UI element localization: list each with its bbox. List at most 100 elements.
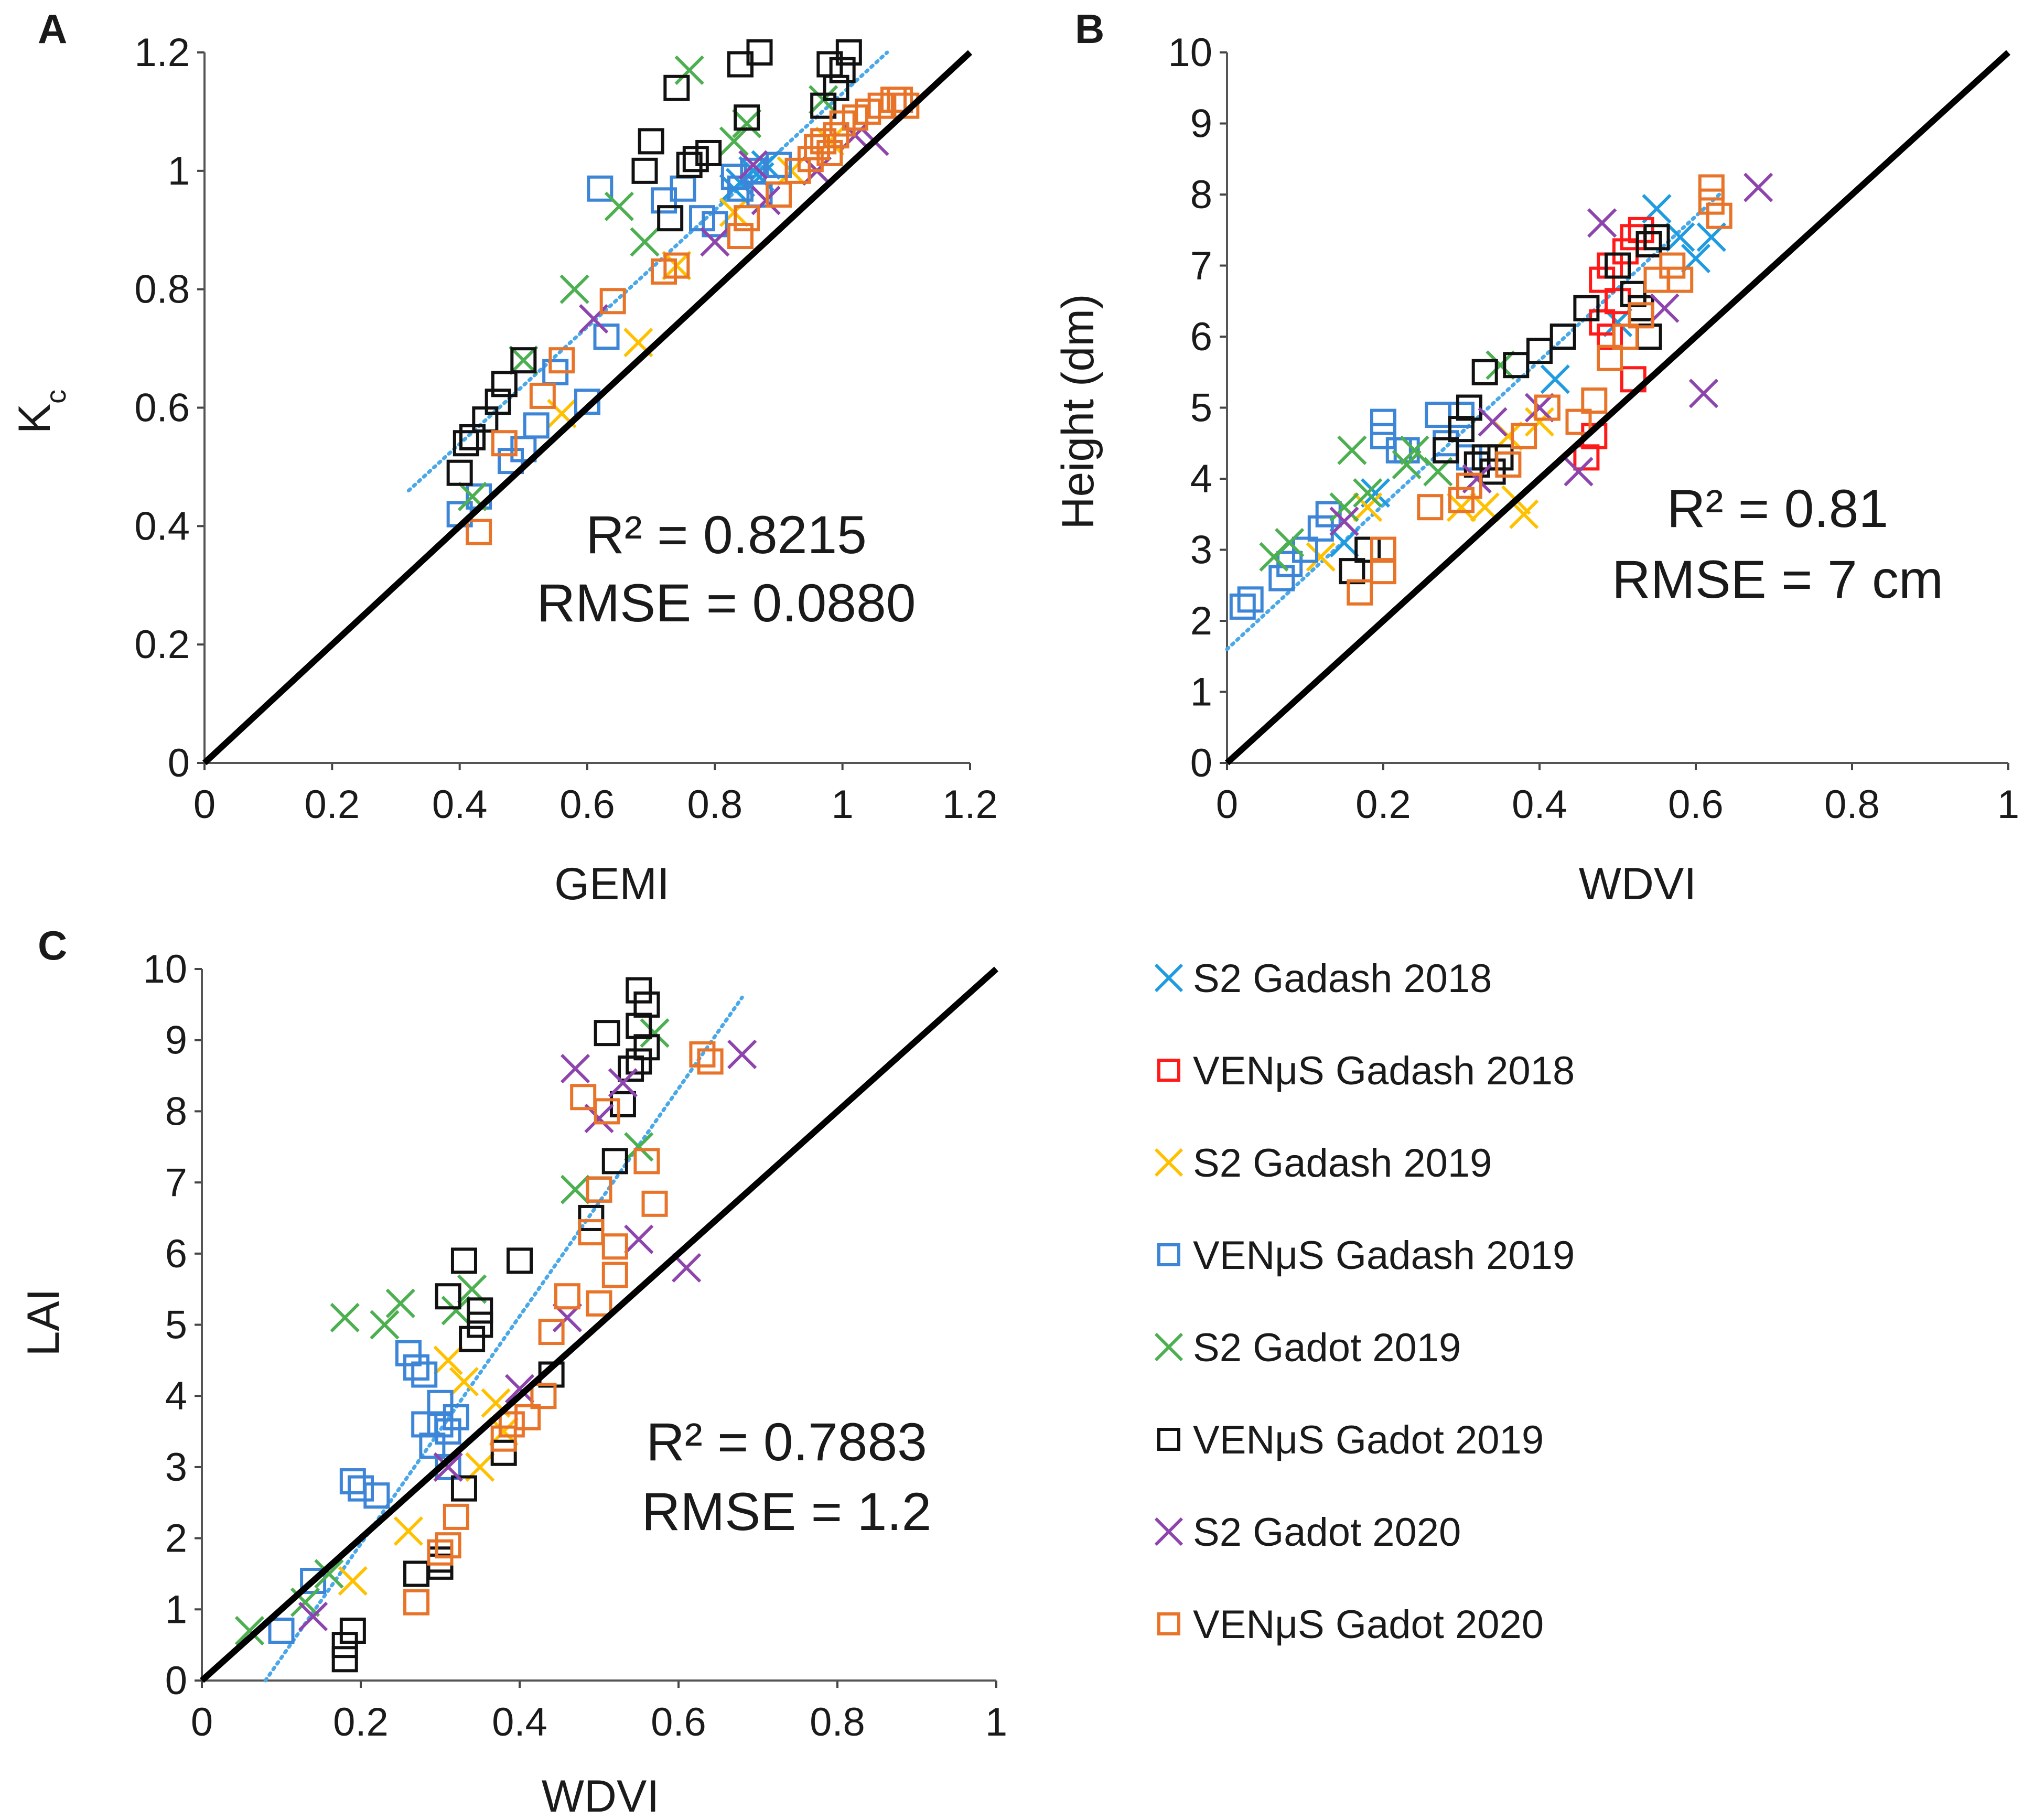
panel-a-point-ven-s-gadot-2020: [887, 87, 913, 113]
panel-a-point-ven-s-gadot-2020: [491, 430, 518, 457]
panel-b-y-tick-label: 7: [1190, 244, 1212, 288]
panel-c-trendline: [263, 995, 744, 1683]
panel-b-point-s2-gadash-2018: [1665, 222, 1695, 252]
panel-c-point-ven-s-gadot-2020: [578, 1219, 605, 1246]
panel-c-y-tick-label: 2: [165, 1516, 187, 1561]
panel-b-point-ven-s-gadot-2020: [1511, 423, 1537, 449]
panel-c-y-tick-label: 4: [165, 1374, 187, 1418]
panel-b-point-s2-gadash-2019: [1524, 407, 1555, 437]
panel-c-one-to-one-line: [199, 966, 999, 1683]
panel-a-point-ven-s-gadot-2020: [893, 92, 920, 119]
panel-a-point-s2-gadot-2020: [738, 150, 768, 180]
panel-a-point-ven-s-gadot-2020: [599, 288, 626, 315]
panel-a-point-ven-s-gadot-2019: [491, 371, 518, 397]
panel-b-point-ven-s-gadash-2019: [1370, 408, 1396, 435]
panel-a-trendline: [406, 50, 889, 493]
panel-c-x-tick-label: 0.2: [333, 1700, 389, 1744]
panel-a-point-ven-s-gadot-2019: [734, 104, 760, 131]
panel-b-point-ven-s-gadash-2019: [1268, 565, 1295, 591]
panel-a-point-ven-s-gadot-2020: [734, 205, 760, 232]
panel-b-point-ven-s-gadash-2019: [1370, 423, 1396, 449]
panel-c-point-ven-s-gadot-2019: [626, 977, 652, 1004]
panel-c-point-s2-gadot-2019: [385, 1288, 415, 1318]
panel-c-point-ven-s-gadot-2020: [530, 1383, 557, 1409]
panel-b-point-s2-gadot-2020: [1329, 507, 1359, 536]
panel-c-y-tick-label: 7: [165, 1160, 187, 1205]
panel-b-point-ven-s-gadot-2019: [1471, 359, 1498, 385]
panel-a-points: [446, 39, 920, 545]
panel-b-point-ven-s-gadot-2019: [1487, 444, 1514, 471]
legend-label-s2-gadash-2018: S2 Gadash 2018: [1193, 956, 1492, 1001]
panel-c-point-ven-s-gadash-2019: [443, 1404, 469, 1430]
panel-c-point-s2-gadash-2019: [433, 1345, 463, 1375]
panel-b-x-tick-label: 0.4: [1512, 782, 1567, 827]
panel-b-point-s2-gadot-2020: [1564, 457, 1594, 487]
panel-c-point-ven-s-gadot-2020: [554, 1283, 580, 1310]
panel-b-point-s2-gadot-2020: [1650, 293, 1680, 323]
panel-a-point-ven-s-gadot-2019: [510, 347, 537, 374]
panel-c-point-ven-s-gadot-2020: [427, 1539, 454, 1566]
panel-a-x-tick-label: 0.8: [687, 782, 743, 827]
panel-c-point-s2-gadot-2020: [298, 1601, 328, 1631]
panel-c-point-ven-s-gadot-2019: [578, 1204, 605, 1231]
panel-a-point-s2-gadot-2019: [732, 109, 762, 138]
panel-b-y-tick-label: 8: [1190, 173, 1212, 217]
panel-c-point-ven-s-gadash-2019: [339, 1468, 366, 1495]
legend-marker-ven-s-gadot-2020: [1157, 1612, 1180, 1635]
panel-b-point-ven-s-gadot-2020: [1643, 266, 1670, 293]
panel-c-y-tick-label: 8: [165, 1089, 187, 1134]
panel-b-point-s2-gadot-2019: [1329, 492, 1359, 522]
panel-b-point-ven-s-gadash-2019: [1393, 437, 1420, 464]
panel-a-point-ven-s-gadash-2019: [766, 152, 792, 178]
panel-b-point-ven-s-gadot-2019: [1354, 536, 1381, 563]
panel-b-one-to-one-line: [1224, 50, 2011, 766]
panel-c-point-ven-s-gadash-2019: [403, 1354, 430, 1381]
panel-b-point-ven-s-gadash-2018: [1605, 288, 1631, 315]
panel-a-point-ven-s-gadot-2019: [746, 39, 773, 66]
panel-c-point-s2-gadot-2019: [560, 1175, 590, 1204]
panel-b-point-ven-s-gadot-2019: [1635, 231, 1662, 257]
panel-b-points: [1229, 173, 1773, 620]
panel-b-rmse: RMSE = 7 cm: [1612, 550, 1943, 609]
panel-c-point-ven-s-gadot-2020: [443, 1503, 469, 1530]
panel-b-point-ven-s-gadot-2020: [1659, 252, 1686, 279]
panel-a-x-tick-label: 0.4: [432, 782, 488, 827]
panel-c-point-ven-s-gadot-2019: [633, 991, 660, 1018]
panel-c-x-tick-label: 0.4: [492, 1700, 547, 1744]
panel-c-point-ven-s-gadash-2019: [427, 1390, 454, 1416]
panel-c-point-ven-s-gadot-2020: [538, 1319, 565, 1345]
panel-b-y-tick-label: 9: [1190, 102, 1212, 146]
panel-a-one-to-one-line: [202, 50, 973, 766]
panel-b-point-ven-s-gadot-2019: [1628, 295, 1654, 321]
panel-c-point-s2-gadot-2019: [624, 1132, 654, 1162]
panel-c-point-ven-s-gadot-2020: [514, 1404, 541, 1430]
legend-marker-ven-s-gadash-2018: [1157, 1059, 1180, 1082]
panel-b-point-ven-s-gadot-2019: [1448, 416, 1475, 443]
legend-label-s2-gadot-2020: S2 Gadot 2020: [1193, 1510, 1461, 1555]
panel-c-point-ven-s-gadot-2020: [498, 1411, 525, 1438]
panel-c-point-ven-s-gadot-2019: [609, 1091, 636, 1117]
panel-a-rmse: RMSE = 0.0880: [537, 573, 916, 633]
panel-b-point-ven-s-gadot-2020: [1597, 344, 1623, 371]
panel-b-point-ven-s-gadot-2019: [1635, 324, 1662, 350]
panel-a-x-tick-label: 1.2: [942, 782, 998, 827]
panel-b-point-ven-s-gadot-2019: [1339, 558, 1365, 585]
legend-item-ven-s-gadash-2018: VENμS Gadash 2018: [1157, 1049, 1575, 1093]
panel-b-point-ven-s-gadot-2020: [1495, 451, 1522, 478]
panel-c-point-ven-s-gadot-2019: [427, 1546, 454, 1573]
panel-c-point-ven-s-gadot-2019: [507, 1247, 533, 1274]
panel-c-point-ven-s-gadash-2019: [268, 1618, 295, 1644]
panel-b-point-ven-s-gadot-2020: [1581, 387, 1608, 414]
panel-b-point-ven-s-gadash-2019: [1237, 586, 1264, 613]
panel-a-point-s2-gadot-2020: [700, 227, 730, 257]
panel-b-x-label: WDVI: [1579, 859, 1697, 909]
panel-b-point-ven-s-gadot-2020: [1612, 324, 1639, 350]
panel-b-y-tick-label: 6: [1190, 315, 1212, 359]
panel-b-point-ven-s-gadot-2019: [1471, 444, 1498, 471]
panel-a-point-ven-s-gadot-2020: [663, 252, 690, 279]
legend-item-ven-s-gadot-2020: VENμS Gadot 2020: [1157, 1602, 1544, 1647]
panel-a-point-ven-s-gadot-2019: [485, 389, 511, 415]
panel-letter-a: A: [38, 6, 67, 52]
panel-a-x-tick-label: 1: [832, 782, 854, 827]
